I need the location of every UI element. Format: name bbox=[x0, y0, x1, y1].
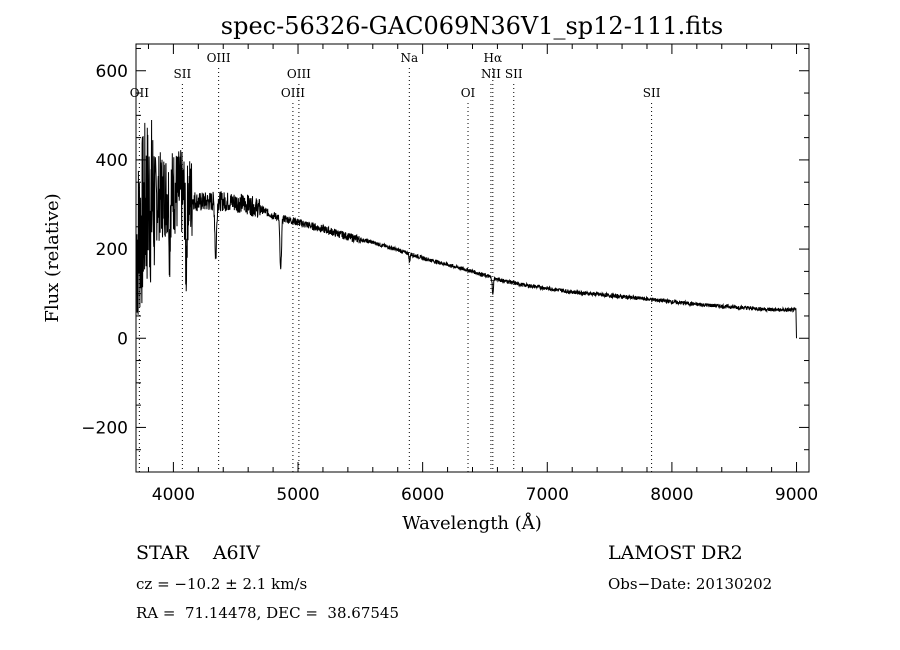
line-label: OIII bbox=[207, 51, 231, 65]
x-tick-label: 5000 bbox=[276, 485, 319, 505]
line-label: OIII bbox=[281, 86, 305, 100]
line-label: NII bbox=[481, 67, 501, 81]
line-label: OIII bbox=[287, 67, 311, 81]
y-axis-label: Flux (relative) bbox=[42, 193, 63, 322]
x-tick-label: 6000 bbox=[401, 485, 444, 505]
x-tick-label: 9000 bbox=[775, 485, 818, 505]
x-tick-label: 8000 bbox=[650, 485, 693, 505]
observation-date: Obs−Date: 20130202 bbox=[608, 575, 773, 593]
line-label: SII bbox=[174, 67, 192, 81]
y-tick-label: 400 bbox=[96, 151, 128, 171]
line-label: OII bbox=[130, 86, 150, 100]
line-label: SII bbox=[505, 67, 523, 81]
coordinates: RA = 71.14478, DEC = 38.67545 bbox=[136, 604, 400, 622]
survey-name: LAMOST DR2 bbox=[608, 542, 743, 564]
chart-title: spec-56326-GAC069N36V1_sp12-111.fits bbox=[221, 12, 723, 40]
line-label: OI bbox=[461, 86, 476, 100]
emission-line-markers: OII SII OIII OIII OIII Na OI Hα NII SII SII bbox=[130, 51, 661, 472]
x-tick-label: 7000 bbox=[526, 485, 569, 505]
plot-frame bbox=[135, 43, 810, 473]
x-tick-label: 4000 bbox=[152, 485, 195, 505]
axis-ticks: 4000 5000 6000 7000 8000 9000 −200 0 200 400 600 bbox=[81, 44, 818, 505]
x-axis-label: Wavelength (Å) bbox=[402, 512, 542, 534]
y-tick-label: 200 bbox=[96, 240, 128, 260]
spectrum-line bbox=[136, 119, 797, 339]
redshift-velocity: cz = −10.2 ± 2.1 km/s bbox=[136, 575, 308, 593]
line-label: SII bbox=[643, 86, 661, 100]
y-tick-label: −200 bbox=[81, 418, 128, 438]
line-label: Na bbox=[400, 51, 418, 65]
object-class: STAR A6IV bbox=[136, 542, 260, 564]
y-tick-label: 600 bbox=[96, 62, 128, 82]
line-label: Hα bbox=[484, 51, 503, 65]
y-tick-label: 0 bbox=[117, 329, 128, 349]
